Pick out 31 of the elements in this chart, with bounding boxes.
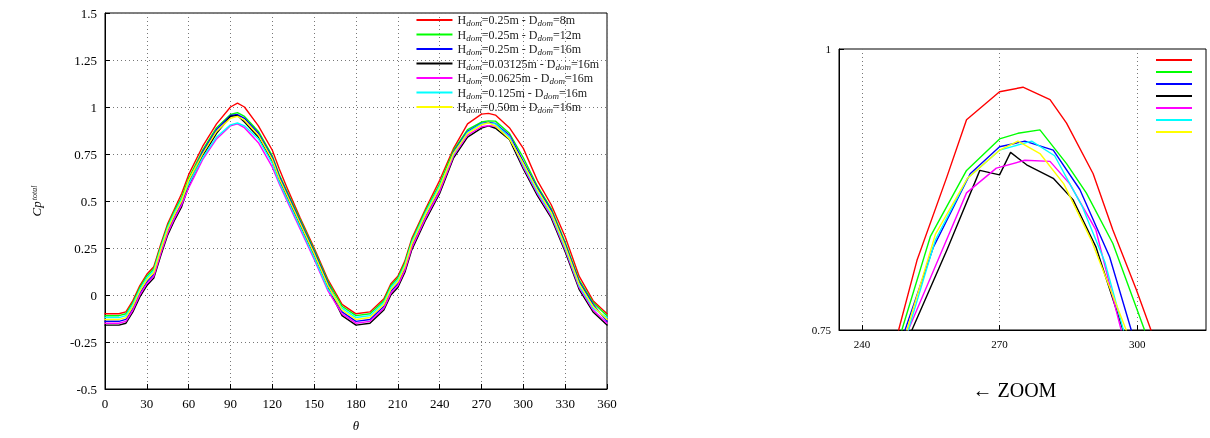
y-tick-label: 0.75 (74, 146, 97, 162)
y-tick-label: -0.5 (76, 381, 97, 397)
x-tick-label: 270 (991, 337, 1009, 350)
x-tick-label: 180 (346, 396, 366, 411)
y-tick-label: 0.5 (80, 193, 97, 209)
x-tick-label: 30 (140, 396, 154, 411)
y-tick-label: 0 (90, 287, 97, 303)
x-tick-label: 240 (429, 396, 450, 411)
x-axis-title: θ (352, 418, 360, 433)
x-tick-label: 330 (555, 396, 575, 411)
x-tick-label: 300 (513, 396, 534, 411)
y-tick-label: -0.25 (69, 334, 97, 350)
y-tick-label: 1.25 (74, 52, 97, 68)
x-tick-label: 60 (182, 396, 196, 411)
x-tick-label: 90 (224, 396, 237, 411)
y-tick-label: 1 (825, 43, 831, 55)
x-tick-label: 240 (853, 337, 871, 350)
x-tick-label: 360 (597, 396, 617, 411)
x-tick-label: 300 (1128, 337, 1146, 350)
y-axis-title: Cptotal (29, 184, 44, 217)
y-tick-label: 1.5 (80, 5, 97, 21)
x-tick-label: 150 (304, 396, 324, 411)
y-tick-label: 1 (90, 99, 97, 115)
x-tick-label: 210 (388, 396, 408, 411)
x-tick-label: 270 (471, 396, 492, 411)
text: ← ZOOM (972, 379, 1057, 401)
y-tick-label: 0.75 (811, 324, 832, 336)
line-series (897, 86, 1152, 331)
x-tick-label: 0 (101, 396, 109, 411)
y-tick-label: 0.25 (74, 240, 97, 256)
x-tick-label: 120 (262, 396, 283, 411)
